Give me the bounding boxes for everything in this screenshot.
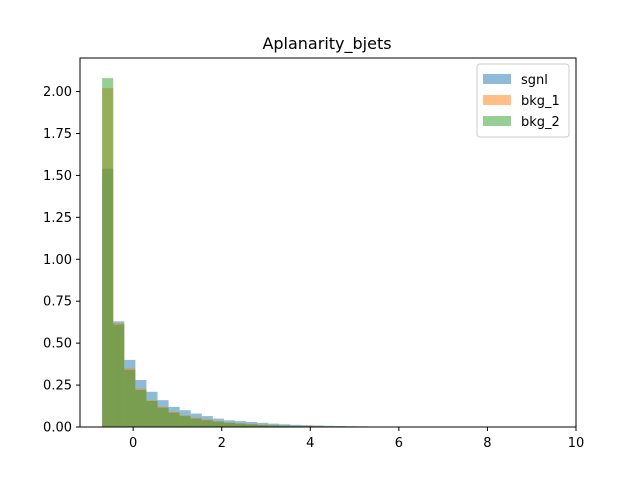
histogram-bar-bkg_2 bbox=[190, 418, 202, 427]
legend-label-bkg_2: bkg_2 bbox=[521, 115, 560, 130]
legend: sgnl bkg_1 bkg_2 bbox=[476, 63, 570, 138]
x-tick-label: 4 bbox=[306, 436, 314, 451]
legend-label-sgnl: sgnl bbox=[521, 73, 548, 88]
histogram-bar-bkg_2 bbox=[146, 401, 158, 427]
x-tick-label: 6 bbox=[395, 436, 403, 451]
legend-swatch-bkg_2 bbox=[483, 116, 511, 126]
y-tick-label: 1.50 bbox=[43, 169, 72, 184]
histogram-bar-bkg_2 bbox=[235, 423, 247, 427]
plot-frame bbox=[79, 57, 577, 428]
histogram-bar-bkg_2 bbox=[246, 424, 258, 427]
y-tick-label: 0.25 bbox=[43, 379, 72, 394]
x-tick-label: 10 bbox=[568, 436, 585, 451]
y-tick-label: 1.25 bbox=[43, 211, 72, 226]
histogram-bar-bkg_2 bbox=[201, 420, 213, 427]
legend-swatch-sgnl bbox=[483, 74, 511, 84]
histogram-bar-bkg_2 bbox=[168, 412, 180, 427]
histogram-bar-bkg_2 bbox=[135, 390, 147, 427]
x-tick-label: 0 bbox=[129, 436, 137, 451]
x-tick-label: 8 bbox=[483, 436, 491, 451]
histogram-bar-bkg_2 bbox=[113, 324, 125, 427]
y-tick-label: 0.75 bbox=[43, 295, 72, 310]
bars-layer bbox=[102, 78, 435, 428]
histogram-bar-bkg_2 bbox=[268, 425, 280, 427]
x-tick-label: 2 bbox=[218, 436, 226, 451]
histogram-bar-bkg_2 bbox=[124, 369, 136, 427]
y-tick-label: 0.50 bbox=[43, 337, 72, 352]
histogram-bar-bkg_2 bbox=[257, 424, 269, 427]
legend-swatch-bkg_1 bbox=[483, 95, 511, 105]
y-tick-label: 0.00 bbox=[43, 421, 72, 436]
histogram-bar-bkg_2 bbox=[290, 425, 302, 427]
legend-label-bkg_1: bkg_1 bbox=[521, 94, 560, 109]
histogram-bar-bkg_2 bbox=[179, 416, 191, 427]
y-tick-label: 2.00 bbox=[43, 85, 72, 100]
histogram-bar-bkg_2 bbox=[279, 425, 291, 427]
y-tick-label: 1.00 bbox=[43, 253, 72, 268]
histogram-bar-bkg_2 bbox=[212, 421, 224, 427]
histogram-bar-bkg_2 bbox=[157, 407, 169, 427]
y-tick-label: 1.75 bbox=[43, 127, 72, 142]
axes-layer: 0 2 4 6 8 10 0.00 0.25 0.50 0.75 1.00 1.25 1.50 1.75 2… bbox=[43, 57, 585, 451]
chart-title: Aplanarity_bjets bbox=[262, 34, 391, 54]
histogram-bar-bkg_2 bbox=[102, 78, 114, 428]
histogram-bar-bkg_2 bbox=[223, 422, 235, 427]
